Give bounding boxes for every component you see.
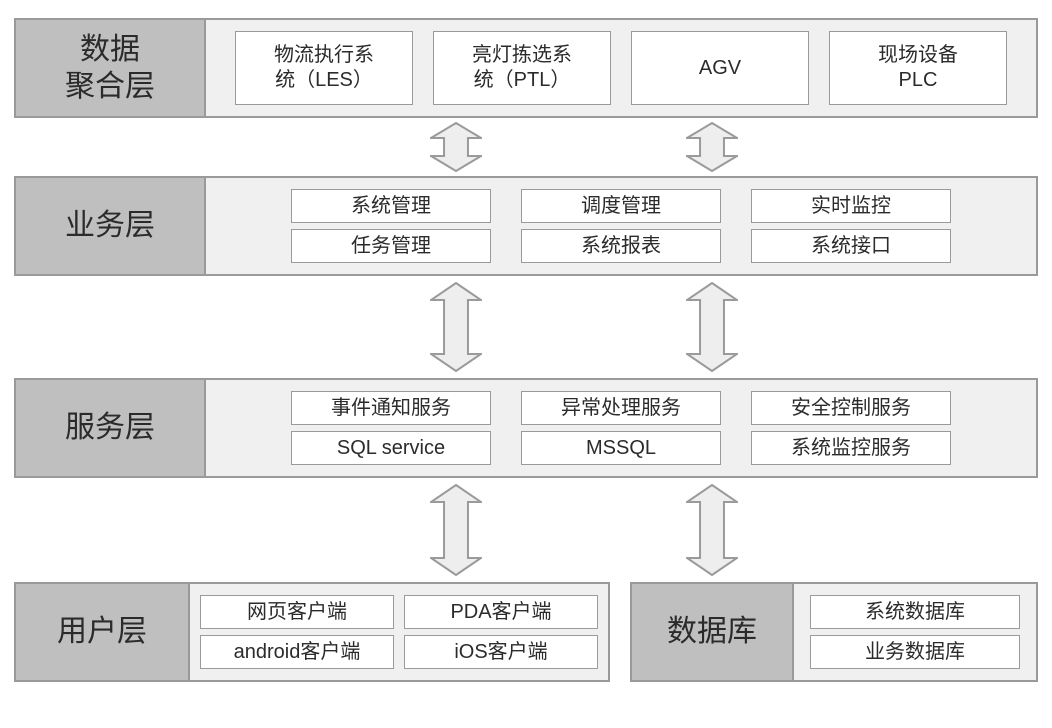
layer-row: 系统数据库 (810, 595, 1020, 629)
bidir-arrow-icon (430, 484, 482, 576)
layer-svc: 服务层 事件通知服务异常处理服务安全控制服务 SQL service MSSQL 系统监… (14, 378, 1038, 478)
unit-box: android客户端 (200, 635, 394, 669)
unit-box: 任务管理 (291, 229, 491, 263)
unit-box: PDA客户端 (404, 595, 598, 629)
layer-body-svc: 事件通知服务异常处理服务安全控制服务 SQL service MSSQL 系统监控服务 (206, 380, 1036, 476)
unit-box: 系统接口 (751, 229, 951, 263)
bidir-arrow-icon (430, 282, 482, 372)
layer-row: 事件通知服务异常处理服务安全控制服务 (291, 391, 951, 425)
layer-row: android客户端 iOS客户端 (200, 635, 598, 669)
unit-box: 现场设备 PLC (829, 31, 1007, 105)
bidir-arrow-icon (430, 122, 482, 172)
unit-box: 亮灯拣选系 统（PTL） (433, 31, 611, 105)
unit-box: 业务数据库 (810, 635, 1020, 669)
unit-box: 事件通知服务 (291, 391, 491, 425)
unit-box: 物流执行系 统（LES） (235, 31, 413, 105)
unit-box: 网页客户端 (200, 595, 394, 629)
layer-label-svc: 服务层 (16, 380, 206, 476)
layer-row: SQL service MSSQL 系统监控服务 (291, 431, 951, 465)
unit-box: 调度管理 (521, 189, 721, 223)
layer-row: 业务数据库 (810, 635, 1020, 669)
layer-body-agg: 物流执行系 统（LES） 亮灯拣选系 统（PTL） AGV 现场设备 PLC (206, 20, 1036, 116)
layer-body-db: 系统数据库业务数据库 (794, 584, 1036, 680)
unit-box: 系统报表 (521, 229, 721, 263)
unit-box: 异常处理服务 (521, 391, 721, 425)
unit-box: 系统管理 (291, 189, 491, 223)
layer-body-user: 网页客户端 PDA客户端 android客户端 iOS客户端 (190, 584, 608, 680)
architecture-diagram: 数据 聚合层物流执行系 统（LES） 亮灯拣选系 统（PTL） AGV 现场设备 PL… (0, 0, 1052, 728)
layer-label-agg: 数据 聚合层 (16, 20, 206, 116)
unit-box: 系统监控服务 (751, 431, 951, 465)
layer-row: 任务管理系统报表系统接口 (291, 229, 951, 263)
bidir-arrow-icon (686, 122, 738, 172)
layer-agg: 数据 聚合层物流执行系 统（LES） 亮灯拣选系 统（PTL） AGV 现场设备 PL… (14, 18, 1038, 118)
unit-box: 安全控制服务 (751, 391, 951, 425)
layer-label-biz: 业务层 (16, 178, 206, 274)
layer-user: 用户层网页客户端 PDA客户端 android客户端 iOS客户端 (14, 582, 610, 682)
layer-label-db: 数据库 (632, 584, 794, 680)
unit-box: 实时监控 (751, 189, 951, 223)
layer-body-biz: 系统管理调度管理实时监控任务管理系统报表系统接口 (206, 178, 1036, 274)
layer-row: 网页客户端 PDA客户端 (200, 595, 598, 629)
unit-box: SQL service (291, 431, 491, 465)
unit-box: 系统数据库 (810, 595, 1020, 629)
unit-box: MSSQL (521, 431, 721, 465)
layer-db: 数据库系统数据库业务数据库 (630, 582, 1038, 682)
layer-row: 系统管理调度管理实时监控 (291, 189, 951, 223)
layer-biz: 业务层系统管理调度管理实时监控任务管理系统报表系统接口 (14, 176, 1038, 276)
bidir-arrow-icon (686, 282, 738, 372)
layer-row: 物流执行系 统（LES） 亮灯拣选系 统（PTL） AGV 现场设备 PLC (235, 31, 1007, 105)
bidir-arrow-icon (686, 484, 738, 576)
unit-box: iOS客户端 (404, 635, 598, 669)
layer-label-user: 用户层 (16, 584, 190, 680)
unit-box: AGV (631, 31, 809, 105)
